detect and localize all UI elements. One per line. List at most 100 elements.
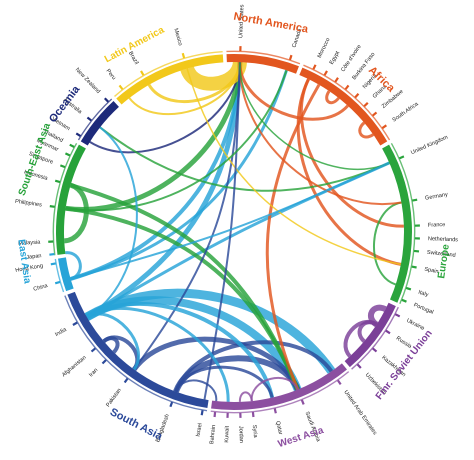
flow-chord-17 <box>238 62 349 121</box>
region-outer-ring-oceania <box>77 98 113 141</box>
country-tick-ghana <box>363 102 369 108</box>
country-label-kuwait: Kuwait <box>224 425 231 442</box>
flow-chord-39 <box>250 376 299 402</box>
region-arc-europe <box>382 144 412 303</box>
country-tick-iran <box>101 359 107 365</box>
country-tick-singapore <box>59 164 66 169</box>
flow-chord-9 <box>65 62 243 212</box>
country-tick-hong-kong <box>50 262 56 266</box>
flow-chord-13 <box>89 62 241 154</box>
country-label-peru: Peru <box>105 68 117 81</box>
country-tick-israel <box>200 410 204 416</box>
country-tick-philippines <box>49 205 55 208</box>
country-tick-brazil <box>140 70 145 76</box>
country-tick-pakistan <box>123 377 129 384</box>
flow-chord-35 <box>85 301 275 399</box>
region-label-west-asia: West Asia <box>277 425 326 450</box>
country-label-syria: Syria <box>251 425 258 439</box>
country-tick-united-arab-emirates <box>336 379 342 385</box>
country-label-morocco: Morocco <box>317 37 332 59</box>
country-tick-syria <box>251 411 255 418</box>
flow-chord-25 <box>343 320 378 358</box>
country-label-hong-kong: Hong Kong <box>15 263 44 274</box>
flow-chord-31 <box>238 62 402 205</box>
flow-chord-42 <box>239 62 390 170</box>
country-tick-vietnam <box>75 132 82 138</box>
flow-chord-3 <box>132 336 301 391</box>
country-tick-c-te-d-ivoire <box>334 77 339 83</box>
country-tick-layer <box>48 46 420 418</box>
country-tick-russia <box>385 329 391 335</box>
country-tick-bangladesh <box>169 401 174 408</box>
flow-chord-37 <box>174 365 274 399</box>
country-tick-uzbekistan <box>356 363 362 369</box>
country-label-united-arab-emirates: United Arab Emirates <box>342 389 377 436</box>
country-tick-afghanistan <box>90 347 97 353</box>
country-tick-united-kingdom <box>398 155 405 160</box>
country-tick-peru <box>118 84 124 91</box>
country-tick-bahrain <box>213 411 217 418</box>
region-outer-ring-east-asia <box>54 258 65 293</box>
flow-chord-22 <box>325 90 340 105</box>
country-label-philippines: Philippines <box>15 199 43 209</box>
country-label-south-africa: South Africa <box>391 101 420 124</box>
flow-chord-45 <box>86 126 138 318</box>
flow-chord-20 <box>265 84 321 391</box>
region-arc-africa <box>299 67 388 146</box>
country-tick-india <box>72 321 78 326</box>
country-label-qatar: Qatar <box>274 420 283 435</box>
region-arc-layer <box>52 50 416 414</box>
country-tick-indonesia <box>54 179 61 184</box>
country-label-india: India <box>54 326 68 338</box>
country-label-portugal: Portugal <box>413 302 435 315</box>
country-tick-kazakhstan <box>371 347 378 353</box>
country-tick-canada <box>288 54 293 61</box>
country-tick-portugal <box>401 298 407 303</box>
flow-chord-19 <box>299 78 404 228</box>
country-label-switzerland: Switzerland <box>427 250 456 259</box>
flow-chord-21 <box>358 121 375 139</box>
country-label-spain: Spain <box>424 267 439 276</box>
flow-chord-12 <box>63 182 89 244</box>
country-label-italy: Italy <box>417 290 429 299</box>
country-label-zimbabwe: Zimbabwe <box>381 89 405 110</box>
country-label-israel: Israel <box>195 423 203 438</box>
country-label-iran: Iran <box>88 367 99 378</box>
country-label-japan: Japan <box>26 253 42 261</box>
country-label-afghanistan: Afghanistan <box>61 355 87 379</box>
flow-chord-33 <box>203 62 241 400</box>
country-label-ukraine: Ukraine <box>405 318 425 332</box>
country-label-malaysia: Malaysia <box>18 240 41 247</box>
country-tick-switzerland <box>413 249 420 253</box>
region-arc-latin-america <box>116 54 224 105</box>
country-tick-mexico <box>181 52 186 59</box>
flow-chord-38 <box>174 379 218 402</box>
country-label-jordan: Jordan <box>237 426 244 443</box>
flow-chord-36 <box>86 306 230 402</box>
region-arc-north-america <box>226 54 299 74</box>
flow-chord-11 <box>70 183 300 391</box>
country-label-france: France <box>428 222 446 229</box>
country-tick-zimbabwe <box>371 111 378 117</box>
country-tick-japan <box>49 252 55 256</box>
region-arc-fmr-soviet-union <box>344 302 396 368</box>
flow-layer <box>63 60 404 402</box>
flow-chord-4 <box>174 340 334 393</box>
country-tick-south-africa <box>381 124 387 130</box>
country-label-china: China <box>33 283 50 293</box>
country-tick-qatar <box>273 408 277 414</box>
region-label-europe: Europe <box>436 243 452 279</box>
flow-chord-43 <box>65 69 288 212</box>
country-tick-myanmar <box>64 152 71 157</box>
flow-chord-8 <box>70 69 288 281</box>
country-tick-spain <box>411 265 417 269</box>
flow-chord-32 <box>186 68 402 266</box>
country-tick-nigeria <box>354 93 360 99</box>
country-tick-australia <box>86 116 93 122</box>
region-arc-south-east-asia <box>56 144 86 255</box>
country-label-pakistan: Pakistan <box>105 387 122 408</box>
flow-chord-16 <box>128 62 241 115</box>
country-tick-thailand <box>69 143 75 148</box>
